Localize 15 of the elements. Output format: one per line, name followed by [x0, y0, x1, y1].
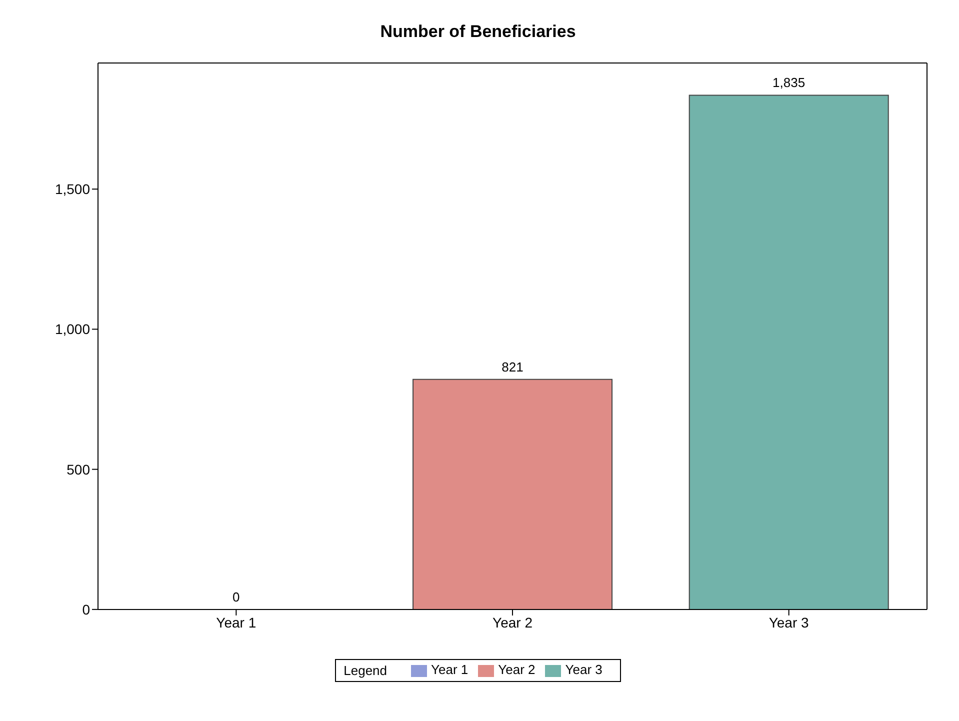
- data-label: 1,835: [772, 75, 806, 90]
- x-tick-label: Year 3: [768, 614, 810, 630]
- data-label: 821: [502, 359, 524, 374]
- legend-label: Year 3: [565, 662, 602, 678]
- legend-label: Year 2: [498, 662, 536, 678]
- y-tick-label: 1,000: [54, 321, 90, 338]
- x-tick-label: Year 1: [216, 614, 256, 630]
- chart-title: Number of Beneficiaries: [379, 22, 577, 42]
- y-tick-label: 0: [82, 601, 90, 618]
- legend-title: Legend: [344, 663, 388, 678]
- x-tick-label: Year 2: [492, 614, 533, 630]
- data-label: 0: [232, 589, 240, 604]
- y-tick-label: 500: [66, 461, 90, 478]
- y-tick-label: 1,500: [54, 181, 90, 198]
- legend-label: Year 1: [431, 662, 468, 678]
